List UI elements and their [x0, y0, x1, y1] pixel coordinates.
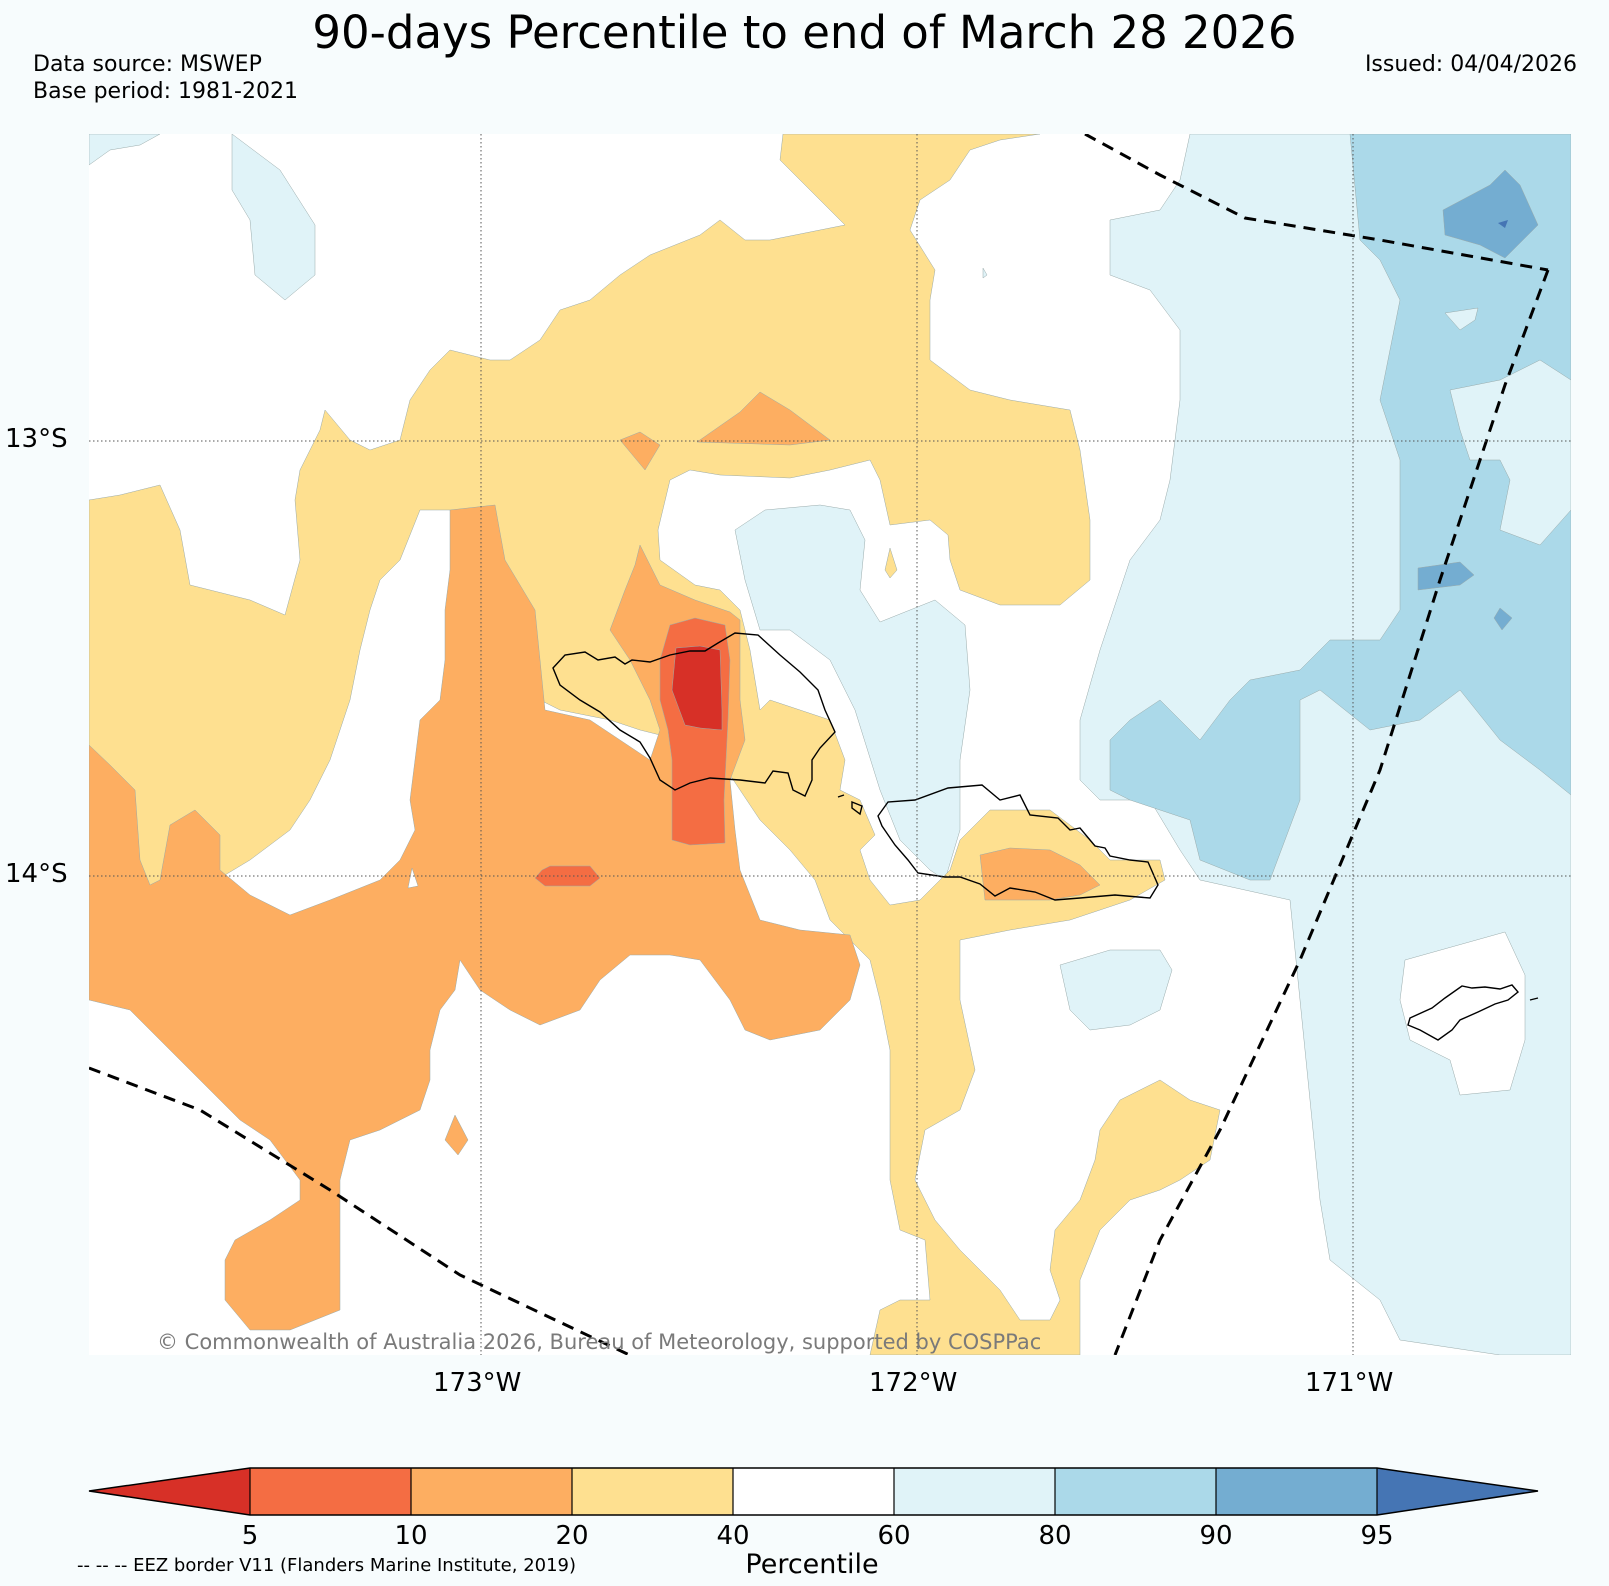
lat-label-14s: 14°S	[5, 859, 68, 889]
savaii-coast	[877, 784, 1159, 901]
eez-border-south	[89, 1066, 633, 1355]
contour-below-5	[671, 645, 723, 731]
islet-c	[1529, 997, 1539, 1001]
contour-60-80-hole2	[1444, 307, 1479, 331]
colorbar-5-10	[250, 1468, 411, 1515]
colorbar-tick-20: 20	[555, 1521, 589, 1551]
contour-40-60-w	[407, 867, 419, 889]
colorbar-80-90	[1055, 1468, 1216, 1515]
contour-10-20-north	[696, 391, 831, 446]
contour-20-40-small	[884, 547, 898, 579]
percentile-contours	[89, 134, 1571, 1355]
eez-border-north	[1084, 134, 1549, 272]
contour-60-80-south	[1059, 949, 1173, 1031]
contour-60-80-nw2	[231, 134, 316, 301]
colorbar-tick-10: 10	[394, 1521, 428, 1551]
colorbar-below-5	[89, 1468, 250, 1515]
contour-5-10-west	[534, 865, 601, 887]
lon-label-172w: 172°W	[869, 1368, 958, 1398]
contour-90-95-a	[1442, 169, 1539, 259]
colorbar-10-20	[411, 1468, 572, 1515]
issued-date-label: Issued: 04/04/2026	[1364, 52, 1577, 77]
contour-90-95-b	[1417, 561, 1475, 591]
colorbar-tick-40: 40	[716, 1521, 750, 1551]
contour-40-60-tutuila	[1399, 931, 1526, 1096]
colorbar-title: Percentile	[745, 1549, 879, 1580]
contour-above-95	[1498, 220, 1508, 228]
graticule	[89, 134, 1571, 1355]
islet-b	[837, 794, 845, 798]
coastlines	[552, 632, 1539, 1041]
colorbar-dividers	[249, 1468, 1378, 1515]
contour-60-80-center	[734, 504, 971, 881]
contour-90-95-c	[1493, 607, 1513, 631]
eez-borders	[89, 134, 1550, 1355]
colorbar-tick-60: 60	[877, 1521, 911, 1551]
contour-60-80-nw	[89, 134, 161, 166]
lon-label-173w: 173°W	[433, 1368, 522, 1398]
contour-60-80-tiny	[982, 267, 988, 279]
tutuila-coast	[1407, 984, 1520, 1041]
colorbar-tick-90: 90	[1199, 1521, 1233, 1551]
colorbar-40-60	[733, 1468, 894, 1515]
colorbar-outline	[88, 1467, 1539, 1516]
lat-label-13s: 13°S	[5, 424, 68, 454]
colorbar-tick-95: 95	[1360, 1521, 1394, 1551]
islet-a	[851, 800, 863, 816]
colorbar-60-80	[894, 1468, 1055, 1515]
colorbar-tick-5: 5	[241, 1521, 259, 1551]
contour-20-40	[89, 134, 1221, 1355]
upolu-coast	[552, 632, 836, 797]
data-source-label: Data source: MSWEP	[33, 52, 262, 77]
colorbar	[88, 1467, 1539, 1516]
base-period-label: Base period: 1981-2021	[33, 79, 298, 104]
lon-label-171w: 171°W	[1305, 1368, 1394, 1398]
colorbar-90-95	[1216, 1468, 1377, 1515]
contour-10-20-south	[444, 1114, 469, 1156]
contour-60-80-hole	[1449, 359, 1571, 546]
copyright-notice: © Commonwealth of Australia 2026, Bureau…	[157, 1330, 1042, 1354]
colorbar-tick-80: 80	[1038, 1521, 1072, 1551]
colorbar-above-95	[1377, 1468, 1538, 1515]
contour-10-20-savaii	[979, 847, 1101, 901]
eez-border-note: -- -- -- EEZ border V11 (Flanders Marine…	[77, 1555, 577, 1576]
colorbar-20-40	[572, 1468, 733, 1515]
eez-border-east	[1113, 269, 1550, 1355]
map-title: 90-days Percentile to end of March 28 20…	[312, 6, 1297, 59]
